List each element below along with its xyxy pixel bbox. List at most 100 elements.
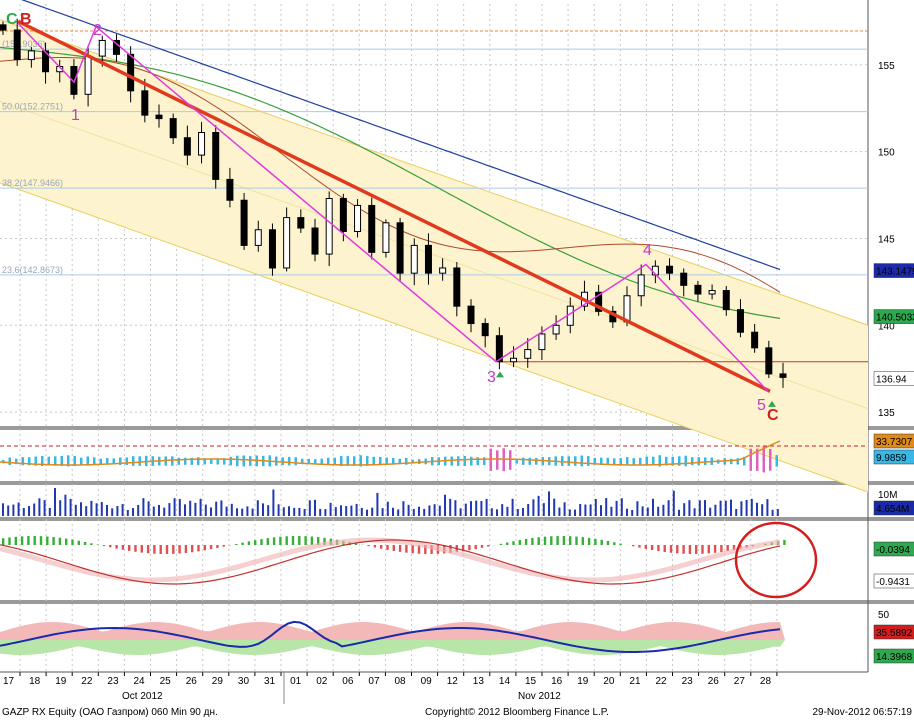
vosc-bar-73 (476, 457, 479, 466)
volume-bar-47 (246, 506, 249, 516)
volume-bar-34 (178, 498, 181, 516)
macd-bar-32 (203, 545, 206, 551)
volume-bar-74 (386, 501, 389, 516)
vosc-bar-117 (762, 446, 765, 473)
macd-bar-48 (304, 536, 307, 545)
vosc-bar-61 (398, 458, 401, 465)
x-day-label-5: 24 (134, 676, 146, 687)
x-day-label-14: 07 (368, 676, 380, 687)
macd-value-2-box (873, 573, 914, 589)
x-day-label-27: 26 (708, 676, 720, 687)
volume-bar-35 (184, 504, 186, 516)
fib-label-1: 50.0(152.2751) (2, 102, 63, 112)
vosc-bar-62 (405, 457, 408, 465)
candle-body-1 (13, 29, 21, 61)
dmi-value-1-box (873, 624, 914, 640)
macd-bar-58 (367, 545, 370, 547)
macd-bar-77 (487, 545, 490, 547)
macd-bar-115 (726, 545, 729, 552)
vosc-bar-5 (34, 456, 37, 466)
ma-green-value: 140.5033 (876, 313, 914, 324)
volume-bar-66 (345, 506, 348, 516)
vosc-bar-45 (294, 457, 297, 466)
volume-oscillator-panel (0, 440, 868, 473)
volume-bar-28 (147, 501, 150, 516)
x-day-label-0: 17 (3, 676, 15, 687)
macd-bar-61 (386, 545, 389, 550)
volume-bar-53 (277, 504, 280, 516)
vosc-bar-58 (379, 456, 382, 466)
candle-body-28 (396, 222, 404, 274)
wave-label-6: 5 (757, 397, 766, 414)
volume-bar-6 (33, 503, 36, 516)
macd-bar-74 (468, 545, 471, 551)
macd-bar-64 (405, 545, 408, 553)
volume-bar-11 (59, 500, 62, 516)
candle-body-45 (637, 274, 645, 297)
x-day-label-1: 18 (29, 676, 41, 687)
vosc-bar-52 (340, 455, 343, 467)
vosc-bar-36 (236, 455, 239, 467)
candle-body-10 (141, 90, 149, 116)
candle-body-24 (339, 198, 347, 232)
macd-bar-89 (562, 536, 566, 545)
macd-bar-105 (663, 545, 666, 552)
vosc-bar-6 (41, 455, 44, 467)
macd-bar-56 (354, 543, 358, 545)
vosc-bar-47 (307, 458, 310, 465)
volume-bar-2 (12, 504, 15, 516)
dmi-value-2-box (873, 648, 914, 664)
macd-bar-1 (8, 537, 11, 545)
vosc-bar-55 (359, 455, 362, 467)
vosc-bar-116 (756, 448, 759, 471)
candle-body-47 (666, 265, 674, 274)
last-price-value: 136.94 (876, 374, 907, 385)
candle-body-2 (27, 50, 35, 61)
volume-bar-79 (412, 508, 415, 516)
volume-bar-130 (678, 509, 680, 516)
fib-label-0: (155.9036) (2, 39, 46, 49)
volume-bar-42 (220, 500, 223, 516)
vosc-bar-9 (60, 455, 63, 467)
x-day-label-19: 14 (499, 676, 511, 687)
candle-body-12 (169, 118, 177, 139)
volume-bar-123 (641, 506, 644, 516)
vosc-bar-114 (743, 456, 746, 466)
volume-scale-label: 10M (878, 490, 897, 501)
volume-bar-91 (475, 500, 478, 516)
vosc-bar-64 (418, 459, 421, 464)
dmi-value-2: 14.3968 (876, 652, 913, 663)
volume-bar-103 (537, 495, 540, 516)
macd-bar-84 (531, 538, 534, 545)
candle-body-22 (311, 227, 319, 255)
wave-label-1: B (20, 11, 32, 28)
x-day-label-28: 27 (734, 676, 746, 687)
candle-body-26 (368, 204, 376, 253)
x-day-label-17: 12 (447, 676, 459, 687)
macd-bar-49 (310, 536, 314, 545)
volume-bar-24 (126, 509, 129, 516)
volume-bar-44 (230, 503, 233, 516)
volume-value-box (873, 500, 914, 516)
vosc-bar-81 (528, 457, 531, 465)
dmi-scale-label: 50 (878, 610, 890, 621)
volume-bar-50 (262, 503, 264, 516)
volume-bar-128 (667, 500, 670, 516)
vosc-bar-86 (561, 456, 564, 466)
volume-bar-102 (532, 499, 535, 516)
vosc-bar-113 (736, 458, 739, 465)
vosc-bar-95 (619, 458, 622, 465)
macd-bar-79 (499, 543, 503, 545)
x-day-label-4: 23 (107, 676, 119, 687)
candle-body-27 (382, 222, 390, 253)
macd-bar-63 (398, 545, 402, 552)
vosc-bar-43 (281, 457, 284, 466)
macd-bar-5 (33, 536, 36, 545)
volume-bar-80 (418, 506, 420, 516)
macd-bar-34 (216, 545, 219, 548)
x-day-label-26: 23 (682, 676, 694, 687)
volume-bar-15 (80, 502, 82, 516)
candle-body-11 (155, 114, 163, 120)
panel-bg-3 (0, 521, 868, 597)
